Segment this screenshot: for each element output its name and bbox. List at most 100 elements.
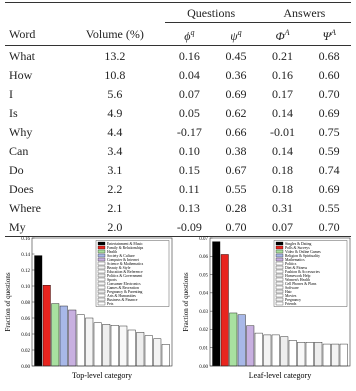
bar bbox=[85, 317, 94, 367]
bar bbox=[144, 335, 153, 367]
legend-label: Consumer Electronics bbox=[107, 282, 141, 286]
legend-swatch bbox=[275, 273, 284, 278]
plot-frame bbox=[209, 237, 351, 367]
cell: 0.66 bbox=[225, 124, 247, 139]
cell: 2.2 bbox=[107, 181, 123, 196]
cell: 0.07 bbox=[178, 86, 200, 101]
cell: 2.1 bbox=[107, 200, 123, 215]
bar bbox=[237, 314, 246, 367]
legend-swatch bbox=[275, 293, 284, 298]
legend-label: Fashion & Accessories bbox=[285, 270, 320, 274]
legend-swatch bbox=[97, 261, 106, 266]
cell: Do bbox=[9, 162, 24, 177]
legend-swatch bbox=[275, 281, 284, 286]
y-tick-label: 0.00 bbox=[199, 365, 208, 370]
y-tick-label: 0.01 bbox=[199, 347, 208, 352]
cell: 0.14 bbox=[272, 143, 294, 158]
legend-label: Video & Online Games bbox=[285, 250, 321, 254]
header-symbol: Ψ bbox=[322, 28, 331, 43]
row: Is 4.9 0.05 0.62 0.14 0.69 bbox=[5, 103, 351, 122]
y-tick-label: 0.06 bbox=[21, 317, 30, 322]
bar bbox=[51, 303, 60, 367]
cell: 0.11 bbox=[179, 181, 200, 196]
row: Can 3.4 0.10 0.38 0.14 0.59 bbox=[5, 141, 351, 160]
legend-label: Hair bbox=[285, 290, 292, 294]
cell: 0.16 bbox=[178, 48, 200, 63]
legend-swatch bbox=[275, 241, 284, 246]
legend-label: Pregnancy bbox=[285, 298, 301, 302]
cell: What bbox=[9, 48, 35, 63]
y-tick-label: 0.02 bbox=[21, 349, 30, 354]
legend-swatch bbox=[97, 281, 106, 286]
row: Do 3.1 0.15 0.67 0.18 0.74 bbox=[5, 160, 351, 179]
legend-label: Games & Recreation bbox=[107, 286, 139, 290]
column-header: ψq bbox=[214, 22, 258, 46]
legend-label: Arts & Humanities bbox=[107, 294, 136, 298]
group-header: Answers bbox=[257, 2, 351, 23]
bar bbox=[271, 334, 280, 367]
column-header: ΨA bbox=[307, 22, 351, 46]
column-header: ϕq bbox=[164, 22, 215, 46]
header-symbol: Volume (%) bbox=[85, 26, 144, 41]
bar bbox=[76, 314, 85, 367]
cell: -0.01 bbox=[270, 124, 296, 139]
legend-label: Friends bbox=[285, 302, 297, 306]
cell: 2.0 bbox=[65, 217, 165, 237]
legend-label: Society & Culture bbox=[107, 254, 135, 258]
cell: 0.13 bbox=[178, 200, 200, 215]
results-table: Questions Answers Word Volume (%) ϕq ψq ΦA ΨA Wh… bbox=[5, 2, 351, 237]
bar bbox=[246, 325, 255, 367]
cell: 0.14 bbox=[272, 105, 294, 120]
x-axis-label: Leaf-level category bbox=[249, 371, 311, 380]
legend-swatch bbox=[97, 289, 106, 294]
cell: 0.21 bbox=[272, 48, 294, 63]
legend-swatch bbox=[275, 289, 284, 294]
header-symbol: Word bbox=[9, 26, 36, 41]
y-axis-label: Fraction of questions bbox=[182, 272, 190, 331]
legend-swatch bbox=[275, 269, 284, 274]
legend-swatch bbox=[275, 257, 284, 262]
cell: 0.10 bbox=[178, 143, 200, 158]
y-tick-label: 0.03 bbox=[199, 310, 208, 315]
chart: 0.00 0.02 0.04 0.06 0.08 0.10 0.12 0.14 0.16 Top-… bbox=[4, 237, 173, 380]
legend-label: Beauty & Style bbox=[107, 266, 131, 270]
y-tick-label: 0.04 bbox=[21, 333, 30, 338]
legend-swatch bbox=[97, 265, 106, 270]
bar bbox=[263, 334, 272, 367]
legend-swatch bbox=[275, 261, 284, 266]
legend-swatch bbox=[97, 253, 106, 258]
legend-swatch bbox=[97, 285, 106, 290]
cell: -0.09 bbox=[164, 217, 215, 237]
row: Does 2.2 0.11 0.55 0.18 0.69 bbox=[5, 179, 351, 198]
legend-label: Sports bbox=[107, 278, 117, 282]
cell: 0.36 bbox=[225, 67, 247, 82]
legend-label: Education & Reference bbox=[107, 270, 143, 274]
header-symbol: Φ bbox=[275, 28, 285, 43]
header-row: Word Volume (%) ϕq ψq ΦA ΨA bbox=[5, 22, 351, 46]
cell: 0.69 bbox=[318, 181, 340, 196]
legend-swatch bbox=[97, 245, 106, 250]
y-tick-label: 0.07 bbox=[199, 237, 208, 242]
bar bbox=[305, 342, 314, 367]
legend-label: Science & Mathematics bbox=[107, 262, 144, 266]
bar bbox=[339, 343, 348, 367]
cell: Can bbox=[9, 143, 29, 158]
legend-label: Polls & Surveys bbox=[285, 246, 310, 250]
bar bbox=[331, 343, 340, 367]
y-tick-label: 0.14 bbox=[21, 253, 30, 258]
row: Where 2.1 0.13 0.28 0.31 0.55 bbox=[5, 198, 351, 217]
chart: 0.00 0.01 0.02 0.03 0.04 0.05 0.06 0.07 Leaf-lev… bbox=[182, 237, 351, 380]
blank bbox=[65, 3, 164, 23]
row: My 2.0 -0.09 0.70 0.07 0.70 bbox=[5, 217, 351, 237]
cell: 3.1 bbox=[107, 162, 123, 177]
bar bbox=[314, 342, 323, 367]
cell: Why bbox=[9, 124, 33, 139]
row: How 10.8 0.04 0.36 0.16 0.60 bbox=[5, 65, 351, 84]
cell: 0.05 bbox=[178, 105, 200, 120]
cell: 10.8 bbox=[104, 67, 126, 82]
row: What 13.2 0.16 0.45 0.21 0.68 bbox=[5, 46, 351, 66]
header-symbol: ψ bbox=[230, 28, 238, 43]
legend-label: Movies bbox=[285, 294, 297, 298]
cell: 0.69 bbox=[225, 86, 247, 101]
